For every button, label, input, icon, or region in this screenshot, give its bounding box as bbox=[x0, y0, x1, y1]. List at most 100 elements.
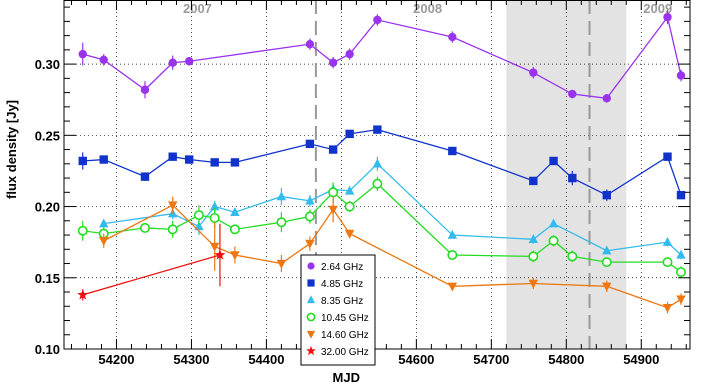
data-point bbox=[662, 303, 673, 313]
data-point bbox=[305, 239, 315, 249]
plot-frame bbox=[63, 0, 691, 350]
legend-entry: 8.35 GHz bbox=[306, 295, 363, 307]
data-point bbox=[447, 249, 458, 260]
legend-label: 4.85 GHz bbox=[321, 279, 363, 290]
series-10-45-ghz bbox=[77, 176, 687, 278]
series-32-00-ghz bbox=[77, 223, 226, 301]
x-tick-label: 54400 bbox=[248, 352, 284, 367]
data-point bbox=[602, 190, 611, 200]
legend-label: 14.60 GHz bbox=[321, 330, 369, 341]
x-tick-label: 54900 bbox=[623, 352, 659, 367]
data-point bbox=[567, 251, 578, 262]
data-point bbox=[602, 245, 612, 255]
data-point bbox=[528, 279, 539, 289]
data-point bbox=[328, 58, 338, 67]
data-point bbox=[276, 259, 287, 269]
data-point bbox=[528, 251, 539, 262]
data-point bbox=[77, 289, 89, 300]
epoch-dashed-lines bbox=[314, 0, 591, 349]
data-point bbox=[99, 237, 109, 246]
data-point bbox=[305, 39, 315, 49]
data-point bbox=[662, 236, 673, 246]
series-4-85-ghz bbox=[78, 125, 686, 201]
y-tick-label: 0.30 bbox=[35, 57, 60, 72]
data-point bbox=[447, 229, 458, 239]
data-point bbox=[209, 242, 220, 252]
year-label: 2008 bbox=[413, 1, 442, 16]
data-point bbox=[209, 212, 220, 223]
data-point bbox=[344, 229, 355, 239]
data-point bbox=[230, 251, 240, 261]
data-point bbox=[676, 295, 686, 305]
data-point bbox=[210, 158, 219, 167]
data-point bbox=[448, 146, 457, 156]
year-labels: 2007 2008 2009 bbox=[183, 1, 672, 16]
data-point bbox=[185, 57, 194, 66]
data-point bbox=[229, 224, 240, 235]
data-point bbox=[305, 139, 315, 149]
legend-entry: 4.85 GHz bbox=[307, 279, 363, 290]
series-line bbox=[82, 254, 221, 296]
data-point bbox=[168, 58, 177, 67]
legend-entry: 2.64 GHz bbox=[307, 262, 363, 273]
y-axis-title: flux density [Jy] bbox=[4, 100, 19, 199]
data-point bbox=[168, 201, 178, 211]
x-axis-title: MJD bbox=[333, 370, 360, 385]
data-point bbox=[676, 71, 686, 80]
series-14-60-ghz bbox=[99, 196, 686, 314]
data-point bbox=[344, 201, 355, 212]
data-point bbox=[276, 217, 287, 228]
y-tick-label: 0.25 bbox=[35, 128, 60, 143]
data-point bbox=[447, 282, 458, 292]
legend-label: 8.35 GHz bbox=[321, 296, 363, 307]
data-point bbox=[328, 145, 338, 154]
data-point bbox=[185, 155, 194, 164]
data-point bbox=[99, 155, 108, 164]
data-point bbox=[167, 224, 178, 235]
data-point bbox=[193, 210, 204, 221]
data-point bbox=[568, 89, 577, 99]
legend-label: 2.64 GHz bbox=[321, 262, 363, 273]
x-tick-label: 54200 bbox=[98, 352, 134, 367]
year-label: 2007 bbox=[183, 1, 212, 16]
data-point bbox=[676, 267, 687, 278]
series-line bbox=[82, 128, 682, 196]
data-point bbox=[99, 55, 108, 65]
data-point bbox=[78, 49, 87, 59]
data-point bbox=[140, 172, 150, 181]
data-point bbox=[528, 234, 539, 244]
legend-label: 32.00 GHz bbox=[321, 347, 369, 358]
data-point bbox=[662, 257, 673, 268]
data-point bbox=[209, 201, 220, 211]
data-point bbox=[372, 178, 383, 189]
data-point bbox=[602, 282, 612, 292]
data-point bbox=[663, 12, 672, 22]
y-tick-label: 0.15 bbox=[35, 271, 60, 286]
data-series bbox=[77, 9, 687, 314]
data-point bbox=[372, 158, 383, 168]
legend-entry: 32.00 GHz bbox=[306, 345, 369, 358]
data-point bbox=[529, 176, 538, 186]
data-point bbox=[77, 225, 88, 236]
data-point bbox=[305, 195, 315, 205]
plot-border bbox=[63, 0, 691, 350]
x-tick-label: 54600 bbox=[398, 352, 434, 367]
legend-box bbox=[300, 254, 376, 366]
data-point bbox=[168, 152, 177, 161]
data-point bbox=[448, 32, 457, 42]
data-point bbox=[676, 190, 686, 200]
data-point bbox=[214, 249, 226, 260]
data-point bbox=[601, 257, 612, 268]
x-tick-label: 54700 bbox=[473, 352, 509, 367]
data-point bbox=[373, 125, 382, 134]
data-point bbox=[676, 249, 686, 259]
data-point bbox=[306, 295, 316, 304]
data-point bbox=[307, 262, 315, 270]
data-point bbox=[306, 312, 316, 322]
data-point bbox=[345, 129, 354, 139]
data-point bbox=[548, 235, 559, 246]
data-point bbox=[529, 68, 538, 77]
data-point bbox=[78, 156, 87, 166]
data-point bbox=[548, 218, 559, 228]
year-label: 2009 bbox=[643, 1, 672, 16]
